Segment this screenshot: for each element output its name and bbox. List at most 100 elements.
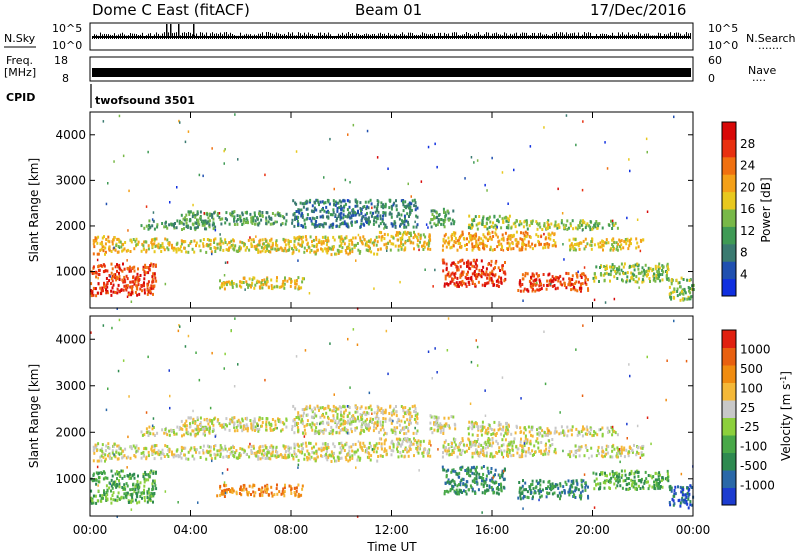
noise-cell	[629, 169, 631, 173]
data-cell	[450, 415, 453, 419]
data-cell	[239, 421, 242, 425]
data-cell	[350, 214, 353, 218]
data-cell	[285, 417, 288, 421]
data-cell	[350, 430, 353, 434]
data-cell	[512, 247, 515, 251]
nsky-bar	[588, 32, 589, 39]
data-cell	[351, 242, 354, 246]
data-cell	[384, 225, 387, 229]
data-cell	[597, 224, 600, 228]
data-cell	[133, 265, 136, 269]
noise-cell	[628, 158, 630, 161]
data-cell	[467, 488, 470, 492]
data-cell	[143, 288, 146, 292]
data-cell	[571, 274, 574, 278]
data-cell	[259, 238, 262, 242]
data-cell	[366, 221, 368, 224]
nsky-bar	[554, 32, 555, 39]
data-cell	[390, 215, 393, 219]
data-cell	[244, 211, 247, 215]
data-cell	[183, 433, 185, 437]
data-cell	[309, 404, 312, 408]
data-cell	[301, 408, 304, 412]
data-cell	[670, 279, 673, 283]
data-cell	[247, 220, 249, 224]
data-cell	[113, 480, 116, 484]
data-cell	[306, 419, 309, 423]
data-cell	[468, 214, 471, 218]
data-cell	[409, 411, 412, 415]
data-cell	[508, 237, 511, 240]
data-cell	[546, 283, 549, 287]
data-cell	[642, 274, 645, 278]
data-cell	[431, 431, 434, 435]
nsky-bar	[416, 34, 417, 39]
data-cell	[297, 443, 299, 447]
data-cell	[182, 240, 185, 244]
data-cell	[101, 449, 104, 453]
noise-cell	[127, 229, 129, 232]
data-cell	[90, 496, 93, 500]
data-cell	[132, 275, 135, 279]
data-cell	[260, 452, 263, 456]
data-cell	[454, 483, 457, 487]
data-cell	[483, 235, 486, 239]
nsky-bar	[224, 32, 225, 39]
data-cell	[208, 445, 211, 449]
data-cell	[196, 424, 199, 428]
data-cell	[100, 459, 103, 463]
data-cell	[457, 238, 460, 242]
data-cell	[409, 444, 411, 448]
data-cell	[465, 261, 468, 265]
data-cell	[392, 445, 395, 449]
data-cell	[255, 451, 258, 455]
data-cell	[91, 499, 94, 503]
data-cell	[549, 233, 552, 237]
data-cell	[573, 285, 575, 289]
data-cell	[373, 240, 376, 244]
data-cell	[487, 469, 490, 473]
nsky-bar	[610, 35, 611, 39]
data-cell	[224, 488, 227, 492]
nsky-bar	[452, 32, 453, 39]
data-cell	[240, 488, 243, 492]
data-cell	[371, 420, 373, 424]
data-cell	[346, 453, 349, 457]
nsky-bar	[688, 33, 689, 39]
data-cell	[334, 200, 337, 204]
data-cell	[130, 500, 133, 504]
data-cell	[321, 208, 324, 212]
data-cell	[295, 279, 298, 282]
data-cell	[293, 452, 296, 456]
data-cell	[535, 220, 538, 224]
data-cell	[465, 272, 468, 276]
data-cell	[148, 491, 151, 495]
data-cell	[129, 280, 132, 284]
data-cell	[265, 247, 268, 251]
noise-cell	[563, 258, 565, 261]
nsky-bar	[422, 32, 423, 39]
data-cell	[155, 279, 158, 283]
data-cell	[310, 408, 313, 412]
data-cell	[297, 285, 300, 289]
data-cell	[252, 238, 255, 242]
data-cell	[313, 423, 316, 427]
data-cell	[481, 479, 483, 483]
data-cell	[197, 221, 200, 224]
data-cell	[258, 427, 261, 431]
data-cell	[131, 496, 134, 499]
data-cell	[637, 263, 640, 267]
data-cell	[209, 242, 212, 246]
data-cell	[199, 210, 202, 214]
nsky-bar	[644, 33, 645, 39]
data-cell	[233, 223, 236, 226]
data-cell	[376, 214, 379, 218]
data-cell	[638, 271, 640, 275]
data-cell	[661, 273, 664, 276]
noise-cell	[223, 274, 226, 277]
data-cell	[442, 238, 445, 242]
data-cell	[467, 261, 470, 265]
data-cell	[571, 278, 574, 281]
data-cell	[254, 429, 256, 432]
data-cell	[500, 488, 503, 492]
